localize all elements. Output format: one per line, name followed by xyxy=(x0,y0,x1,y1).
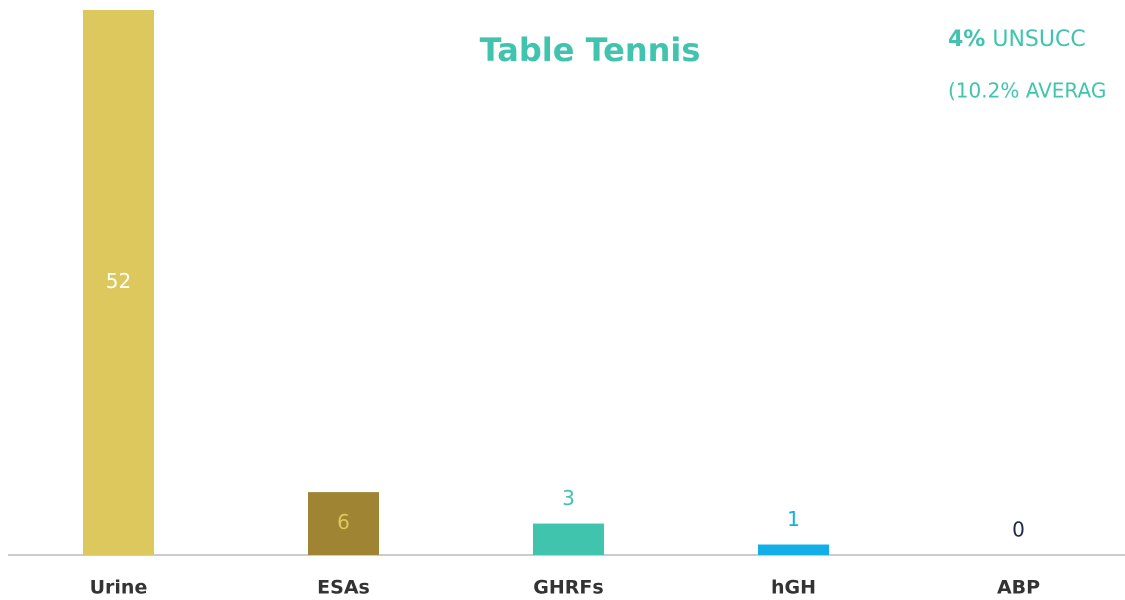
annotation-text: UNSUCC xyxy=(992,27,1085,52)
value-label: 0 xyxy=(1012,518,1025,542)
bar xyxy=(83,10,154,555)
x-tick-label: ESAs xyxy=(317,577,370,599)
bar xyxy=(308,492,379,555)
annotation-bold: 4% xyxy=(948,27,985,52)
bar xyxy=(758,544,829,555)
x-tick-label: Urine xyxy=(90,577,148,599)
value-label: 1 xyxy=(787,507,800,531)
value-label: 3 xyxy=(562,486,575,510)
x-tick-label: ABP xyxy=(997,577,1040,599)
x-tick-label: hGH xyxy=(771,577,816,599)
x-tick-label: GHRFs xyxy=(533,577,603,599)
chart-title: Table Tennis xyxy=(480,31,701,69)
value-label: 52 xyxy=(106,269,131,293)
annotation: 4% UNSUCC xyxy=(948,27,1086,52)
annotation: (10.2% AVERAG xyxy=(948,79,1106,103)
value-label: 6 xyxy=(337,510,350,534)
bar xyxy=(533,523,604,555)
